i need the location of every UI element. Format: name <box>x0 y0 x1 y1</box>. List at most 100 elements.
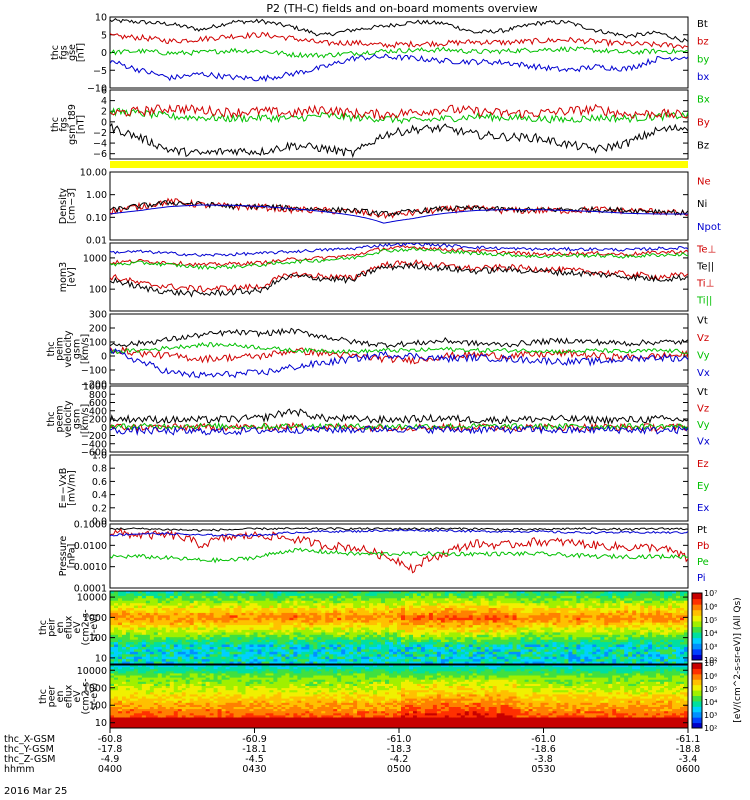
spectrogram-cell <box>572 600 577 604</box>
spectrogram-cell <box>365 595 370 599</box>
spectrogram-cell <box>169 629 175 633</box>
spectrogram-cell <box>145 649 151 653</box>
spectrogram-cell <box>516 600 522 604</box>
y-tick-label: 5 <box>101 30 107 41</box>
spectrogram-cell <box>676 629 681 633</box>
spectrogram-cell <box>616 620 621 624</box>
spectrogram-cell <box>369 627 374 631</box>
spectrogram-cell <box>604 617 609 621</box>
spectrogram-cell <box>157 679 163 683</box>
spectrogram-cell <box>241 629 247 633</box>
spectrogram-cell <box>145 675 151 679</box>
spectrogram-cell <box>253 629 259 633</box>
spectrogram-cell <box>365 617 370 621</box>
spectrogram-cell <box>125 647 131 650</box>
spectrogram-cell <box>333 608 338 611</box>
spectrogram-cell <box>492 651 498 655</box>
spectrogram-cell <box>405 639 410 643</box>
spectrogram-cell <box>285 634 290 638</box>
spectrogram-cell <box>532 615 538 619</box>
spectrogram-cell <box>452 637 458 641</box>
spectrogram-cell <box>472 620 478 624</box>
spectrogram-cell <box>413 637 418 641</box>
spectrogram-cell <box>560 629 565 633</box>
spectrogram-cell <box>556 656 562 660</box>
spectrogram-cell <box>209 622 215 626</box>
spectrogram-cell <box>413 656 418 660</box>
spectrogram-cell <box>118 615 123 619</box>
spectrogram-cell <box>217 637 223 641</box>
spectrogram-cell <box>456 656 462 660</box>
spectrogram-cell <box>640 610 645 614</box>
spectrogram-cell <box>137 694 143 698</box>
spectrogram-cell <box>181 637 187 641</box>
spectrogram-cell <box>401 605 406 609</box>
spectrogram-cell <box>265 603 271 607</box>
spectrogram-cell <box>464 632 470 636</box>
spectrogram-cell <box>357 625 362 629</box>
spectrogram-cell <box>353 620 358 624</box>
spectrogram-cell <box>149 700 155 704</box>
spectrogram-cell <box>544 654 550 658</box>
spectrogram-cell <box>460 659 466 663</box>
spectrogram-cell <box>181 661 187 664</box>
spectrogram-cell <box>361 615 366 619</box>
spectrogram-cell <box>133 690 139 693</box>
spectrogram-cell <box>652 591 657 594</box>
spectrogram-cell <box>241 612 247 616</box>
spectrogram-cell <box>349 647 354 650</box>
spectrogram-cell <box>361 629 366 633</box>
spectrogram-cell <box>325 647 330 650</box>
spectrogram-cell <box>329 625 334 629</box>
spectrogram-cell <box>516 617 522 621</box>
spectrogram-cell <box>644 612 649 616</box>
spectrogram-cell <box>153 617 159 621</box>
spectrogram-cell <box>460 661 466 664</box>
spectrogram-cell <box>516 595 522 599</box>
spectrogram-cell <box>309 647 314 650</box>
spectrogram-cell <box>221 603 227 607</box>
spectrogram-cell <box>660 637 665 641</box>
spectrogram-cell <box>165 612 171 616</box>
spectrogram-cell <box>249 656 255 660</box>
spectrogram-cell <box>401 659 406 663</box>
spectrogram-cell <box>289 649 294 653</box>
spectrogram-cell <box>341 620 346 624</box>
spectrogram-cell <box>285 617 290 621</box>
spectrogram-cell <box>584 654 589 658</box>
spectrogram-cell <box>129 598 135 602</box>
spectrogram-cell <box>484 593 490 597</box>
spectrogram-cell <box>448 629 454 633</box>
spectrogram-cell <box>680 598 685 602</box>
spectrogram-cell <box>672 591 677 594</box>
spectrogram-cell <box>496 620 502 624</box>
spectrogram-cell <box>448 622 454 626</box>
spectrogram-cell <box>341 651 346 655</box>
spectrogram-cell <box>221 632 227 636</box>
spectrogram-cell <box>201 629 207 633</box>
spectrogram-cell <box>488 603 494 607</box>
spectrogram-cell <box>480 591 486 594</box>
spectrogram-cell <box>189 651 195 655</box>
spectrogram-cell <box>269 620 274 624</box>
spectrogram-cell <box>401 654 406 658</box>
spectrogram-cell <box>345 651 350 655</box>
spectrogram-cell <box>141 723 147 727</box>
spectrogram-cell <box>161 615 167 619</box>
spectrogram-cell <box>680 625 685 629</box>
spectrogram-cell <box>424 647 430 650</box>
spectrogram-cell <box>122 591 127 594</box>
spectrogram-cell <box>413 642 418 646</box>
spectrogram-cell <box>456 642 462 646</box>
spectrogram-cell <box>508 629 514 633</box>
spectrogram-cell <box>153 632 159 636</box>
spectrogram-cell <box>289 647 294 650</box>
spectrogram-cell <box>620 591 625 594</box>
spectrogram-cell <box>237 632 243 636</box>
spectrogram-cell <box>177 629 183 633</box>
spectrogram-cell <box>600 598 605 602</box>
spectrogram-cell <box>233 603 239 607</box>
spectrogram-cell <box>385 642 390 646</box>
spectrogram-cell <box>480 627 486 631</box>
spectrogram-cell <box>373 610 378 614</box>
